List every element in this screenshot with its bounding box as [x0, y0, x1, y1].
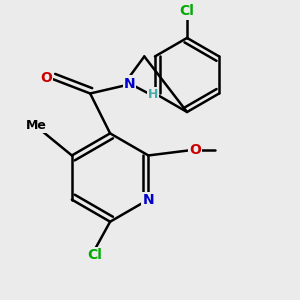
Text: O: O — [40, 71, 52, 85]
Text: N: N — [142, 193, 154, 207]
Text: H: H — [148, 88, 158, 101]
Text: Cl: Cl — [180, 4, 194, 18]
Text: O: O — [189, 143, 201, 157]
Text: N: N — [124, 76, 135, 91]
Text: Me: Me — [26, 119, 47, 132]
Text: Cl: Cl — [87, 248, 102, 262]
